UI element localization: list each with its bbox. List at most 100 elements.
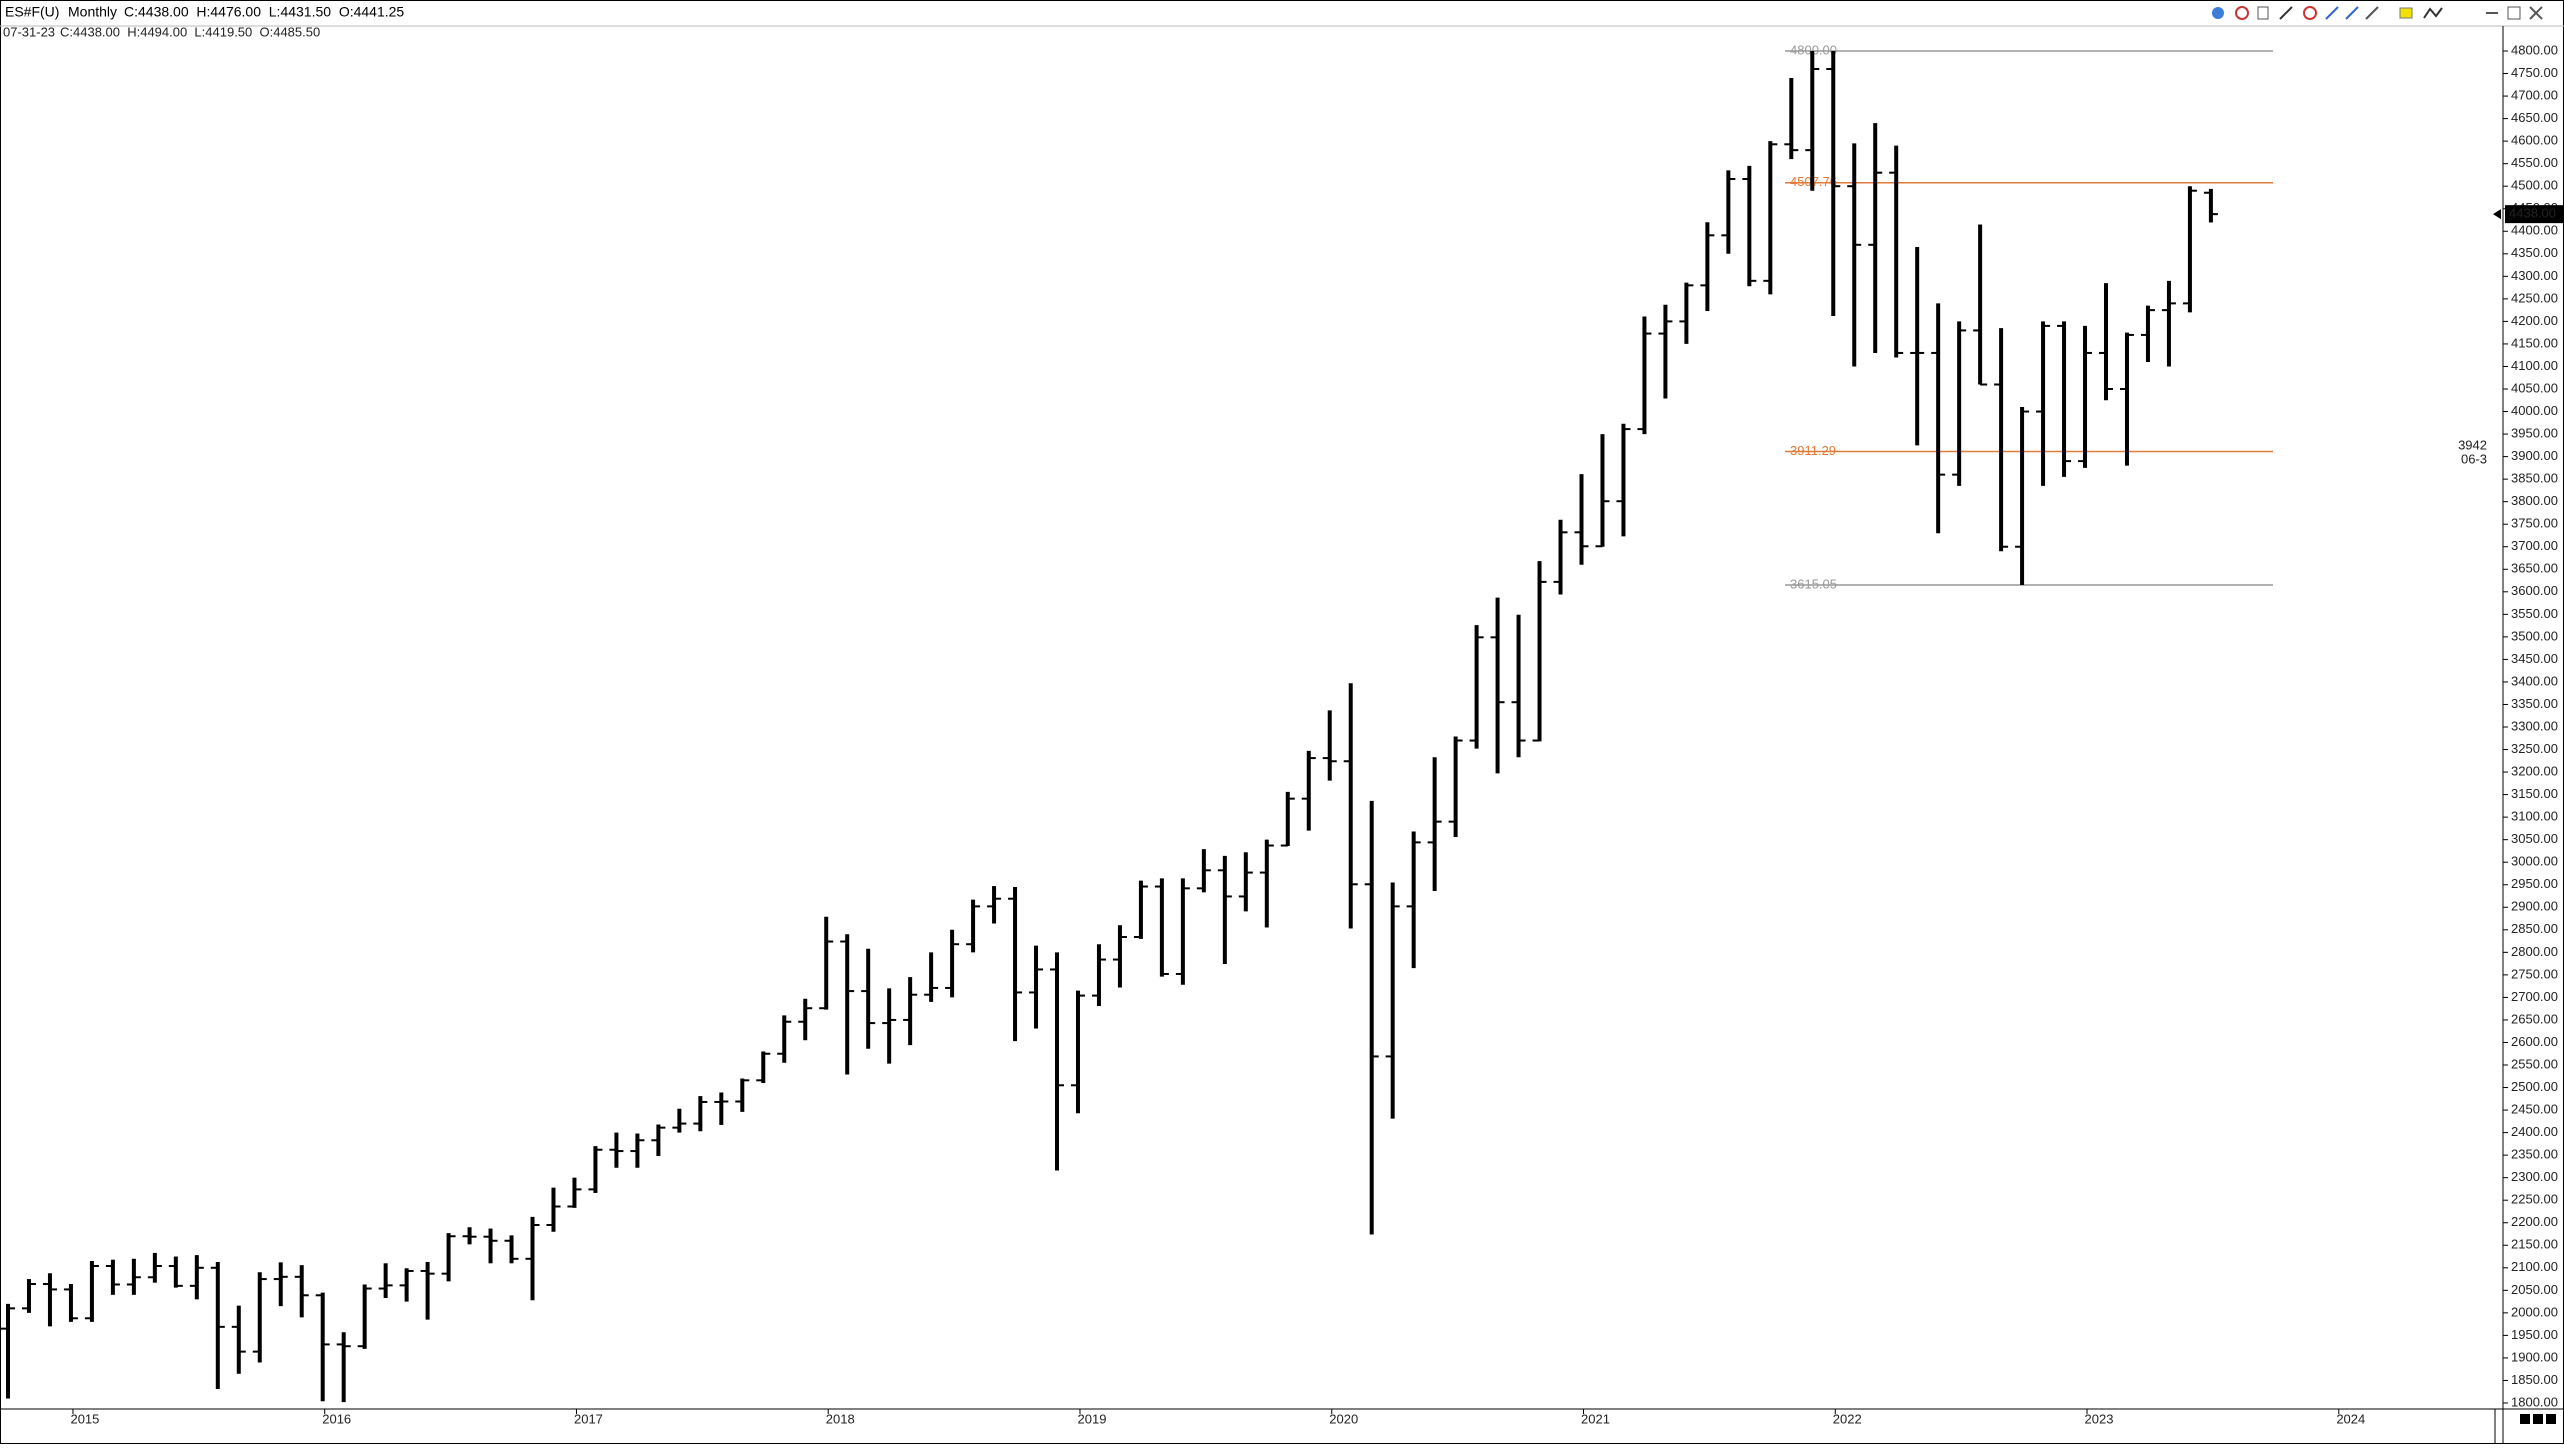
x-tick-label: 2020	[1329, 1411, 1358, 1426]
y-tick-label: 4150.00	[2511, 335, 2558, 350]
x-tick-label: 2018	[826, 1411, 855, 1426]
y-tick-label: 2950.00	[2511, 876, 2558, 891]
y-tick-label: 2850.00	[2511, 921, 2558, 936]
y-tick-label: 3800.00	[2511, 493, 2558, 508]
y-tick-label: 2550.00	[2511, 1056, 2558, 1071]
y-tick-label: 3950.00	[2511, 426, 2558, 441]
y-tick-label: 4200.00	[2511, 313, 2558, 328]
y-tick-label: 4100.00	[2511, 358, 2558, 373]
x-tick-label: 2021	[1581, 1411, 1610, 1426]
quote: C:4438.00 H:4476.00 L:4431.50 O:4441.25	[124, 4, 404, 20]
y-tick-label: 3300.00	[2511, 718, 2558, 733]
y-tick-label: 4550.00	[2511, 155, 2558, 170]
y-tick-label: 1900.00	[2511, 1349, 2558, 1364]
y-tick-label: 3600.00	[2511, 583, 2558, 598]
y-tick-label: 3700.00	[2511, 538, 2558, 553]
y-tick-label: 2350.00	[2511, 1147, 2558, 1162]
y-tick-label: 1800.00	[2511, 1394, 2558, 1409]
tool-icon[interactable]	[2325, 6, 2339, 20]
y-tick-label: 4700.00	[2511, 88, 2558, 103]
y-tick-label: 4650.00	[2511, 110, 2558, 125]
y-tick-label: 2150.00	[2511, 1237, 2558, 1252]
y-tick-label: 4000.00	[2511, 403, 2558, 418]
y-tick-label: 3400.00	[2511, 673, 2558, 688]
x-tick-label: 2022	[1833, 1411, 1862, 1426]
level-label: 4800.00	[1790, 42, 1837, 57]
last-price-box	[2505, 205, 2563, 224]
annotation: 3942	[2458, 437, 2487, 452]
corner-icon	[2546, 1414, 2556, 1424]
y-tick-label: 3450.00	[2511, 651, 2558, 666]
y-tick-label: 4800.00	[2511, 42, 2558, 57]
y-tick-label: 2700.00	[2511, 989, 2558, 1004]
y-tick-label: 2100.00	[2511, 1259, 2558, 1274]
last-price-arrow	[2493, 209, 2501, 220]
y-tick-label: 4300.00	[2511, 268, 2558, 283]
y-tick-label: 3250.00	[2511, 741, 2558, 756]
y-tick-label: 3900.00	[2511, 448, 2558, 463]
y-tick-label: 2450.00	[2511, 1102, 2558, 1117]
x-tick-label: 2019	[1078, 1411, 1107, 1426]
y-tick-label: 3550.00	[2511, 606, 2558, 621]
annotation: 06-3	[2461, 451, 2487, 466]
tool-icon[interactable]	[2345, 6, 2359, 20]
y-tick-label: 4350.00	[2511, 245, 2558, 260]
y-tick-label: 2400.00	[2511, 1124, 2558, 1139]
tool-icon[interactable]	[2399, 7, 2413, 19]
bar-quote: C:4438.00 H:4494.00 L:4419.50 O:4485.50	[60, 24, 320, 39]
tool-icon[interactable]	[2529, 6, 2543, 20]
y-tick-label: 3050.00	[2511, 831, 2558, 846]
level-label: 3911.29	[1790, 443, 1836, 458]
y-tick-label: 4250.00	[2511, 290, 2558, 305]
corner-icon	[2533, 1414, 2543, 1424]
y-tick-label: 1850.00	[2511, 1372, 2558, 1387]
bar-date: 07-31-23	[3, 24, 55, 39]
y-tick-label: 2800.00	[2511, 944, 2558, 959]
tool-icon[interactable]	[2279, 6, 2293, 20]
y-tick-label: 2250.00	[2511, 1192, 2558, 1207]
y-tick-label: 2200.00	[2511, 1214, 2558, 1229]
tool-icon[interactable]	[2303, 6, 2317, 20]
x-tick-label: 2024	[2336, 1411, 2365, 1426]
y-tick-label: 1950.00	[2511, 1327, 2558, 1342]
corner-widget	[2520, 1414, 2556, 1424]
x-tick-label: 2015	[70, 1411, 99, 1426]
y-tick-label: 3350.00	[2511, 696, 2558, 711]
y-tick-label: 2000.00	[2511, 1304, 2558, 1319]
y-tick-label: 3000.00	[2511, 854, 2558, 869]
y-tick-label: 3200.00	[2511, 764, 2558, 779]
y-tick-label: 3750.00	[2511, 516, 2558, 531]
y-tick-label: 3650.00	[2511, 561, 2558, 576]
y-tick-label: 3150.00	[2511, 786, 2558, 801]
corner-icon	[2520, 1414, 2530, 1424]
y-tick-label: 3100.00	[2511, 809, 2558, 824]
y-tick-label: 2300.00	[2511, 1169, 2558, 1184]
x-tick-label: 2017	[574, 1411, 603, 1426]
x-tick-label: 2023	[2085, 1411, 2114, 1426]
last-price-label: 4438.00	[2509, 206, 2556, 221]
tool-icon[interactable]	[2507, 6, 2521, 20]
y-tick-label: 4500.00	[2511, 178, 2558, 193]
toolbar	[2212, 6, 2543, 20]
interval: Monthly	[68, 4, 117, 20]
y-tick-label: 2600.00	[2511, 1034, 2558, 1049]
y-tick-label: 4050.00	[2511, 380, 2558, 395]
tool-icon[interactable]	[2235, 6, 2249, 20]
tool-icon[interactable]	[2365, 6, 2379, 20]
y-tick-label: 3850.00	[2511, 471, 2558, 486]
tool-icon[interactable]	[2423, 7, 2443, 19]
y-tick-label: 2750.00	[2511, 966, 2558, 981]
symbol: ES#F(U)	[5, 4, 59, 20]
y-tick-label: 4750.00	[2511, 65, 2558, 80]
y-tick-label: 4400.00	[2511, 223, 2558, 238]
y-tick-label: 2650.00	[2511, 1011, 2558, 1026]
x-tick-label: 2016	[322, 1411, 351, 1426]
y-tick-label: 2050.00	[2511, 1282, 2558, 1297]
y-tick-label: 2900.00	[2511, 899, 2558, 914]
tool-icon[interactable]	[2257, 6, 2269, 20]
y-tick-label: 2500.00	[2511, 1079, 2558, 1094]
tool-icon[interactable]	[2212, 7, 2224, 19]
level-label: 3615.05	[1790, 576, 1837, 591]
